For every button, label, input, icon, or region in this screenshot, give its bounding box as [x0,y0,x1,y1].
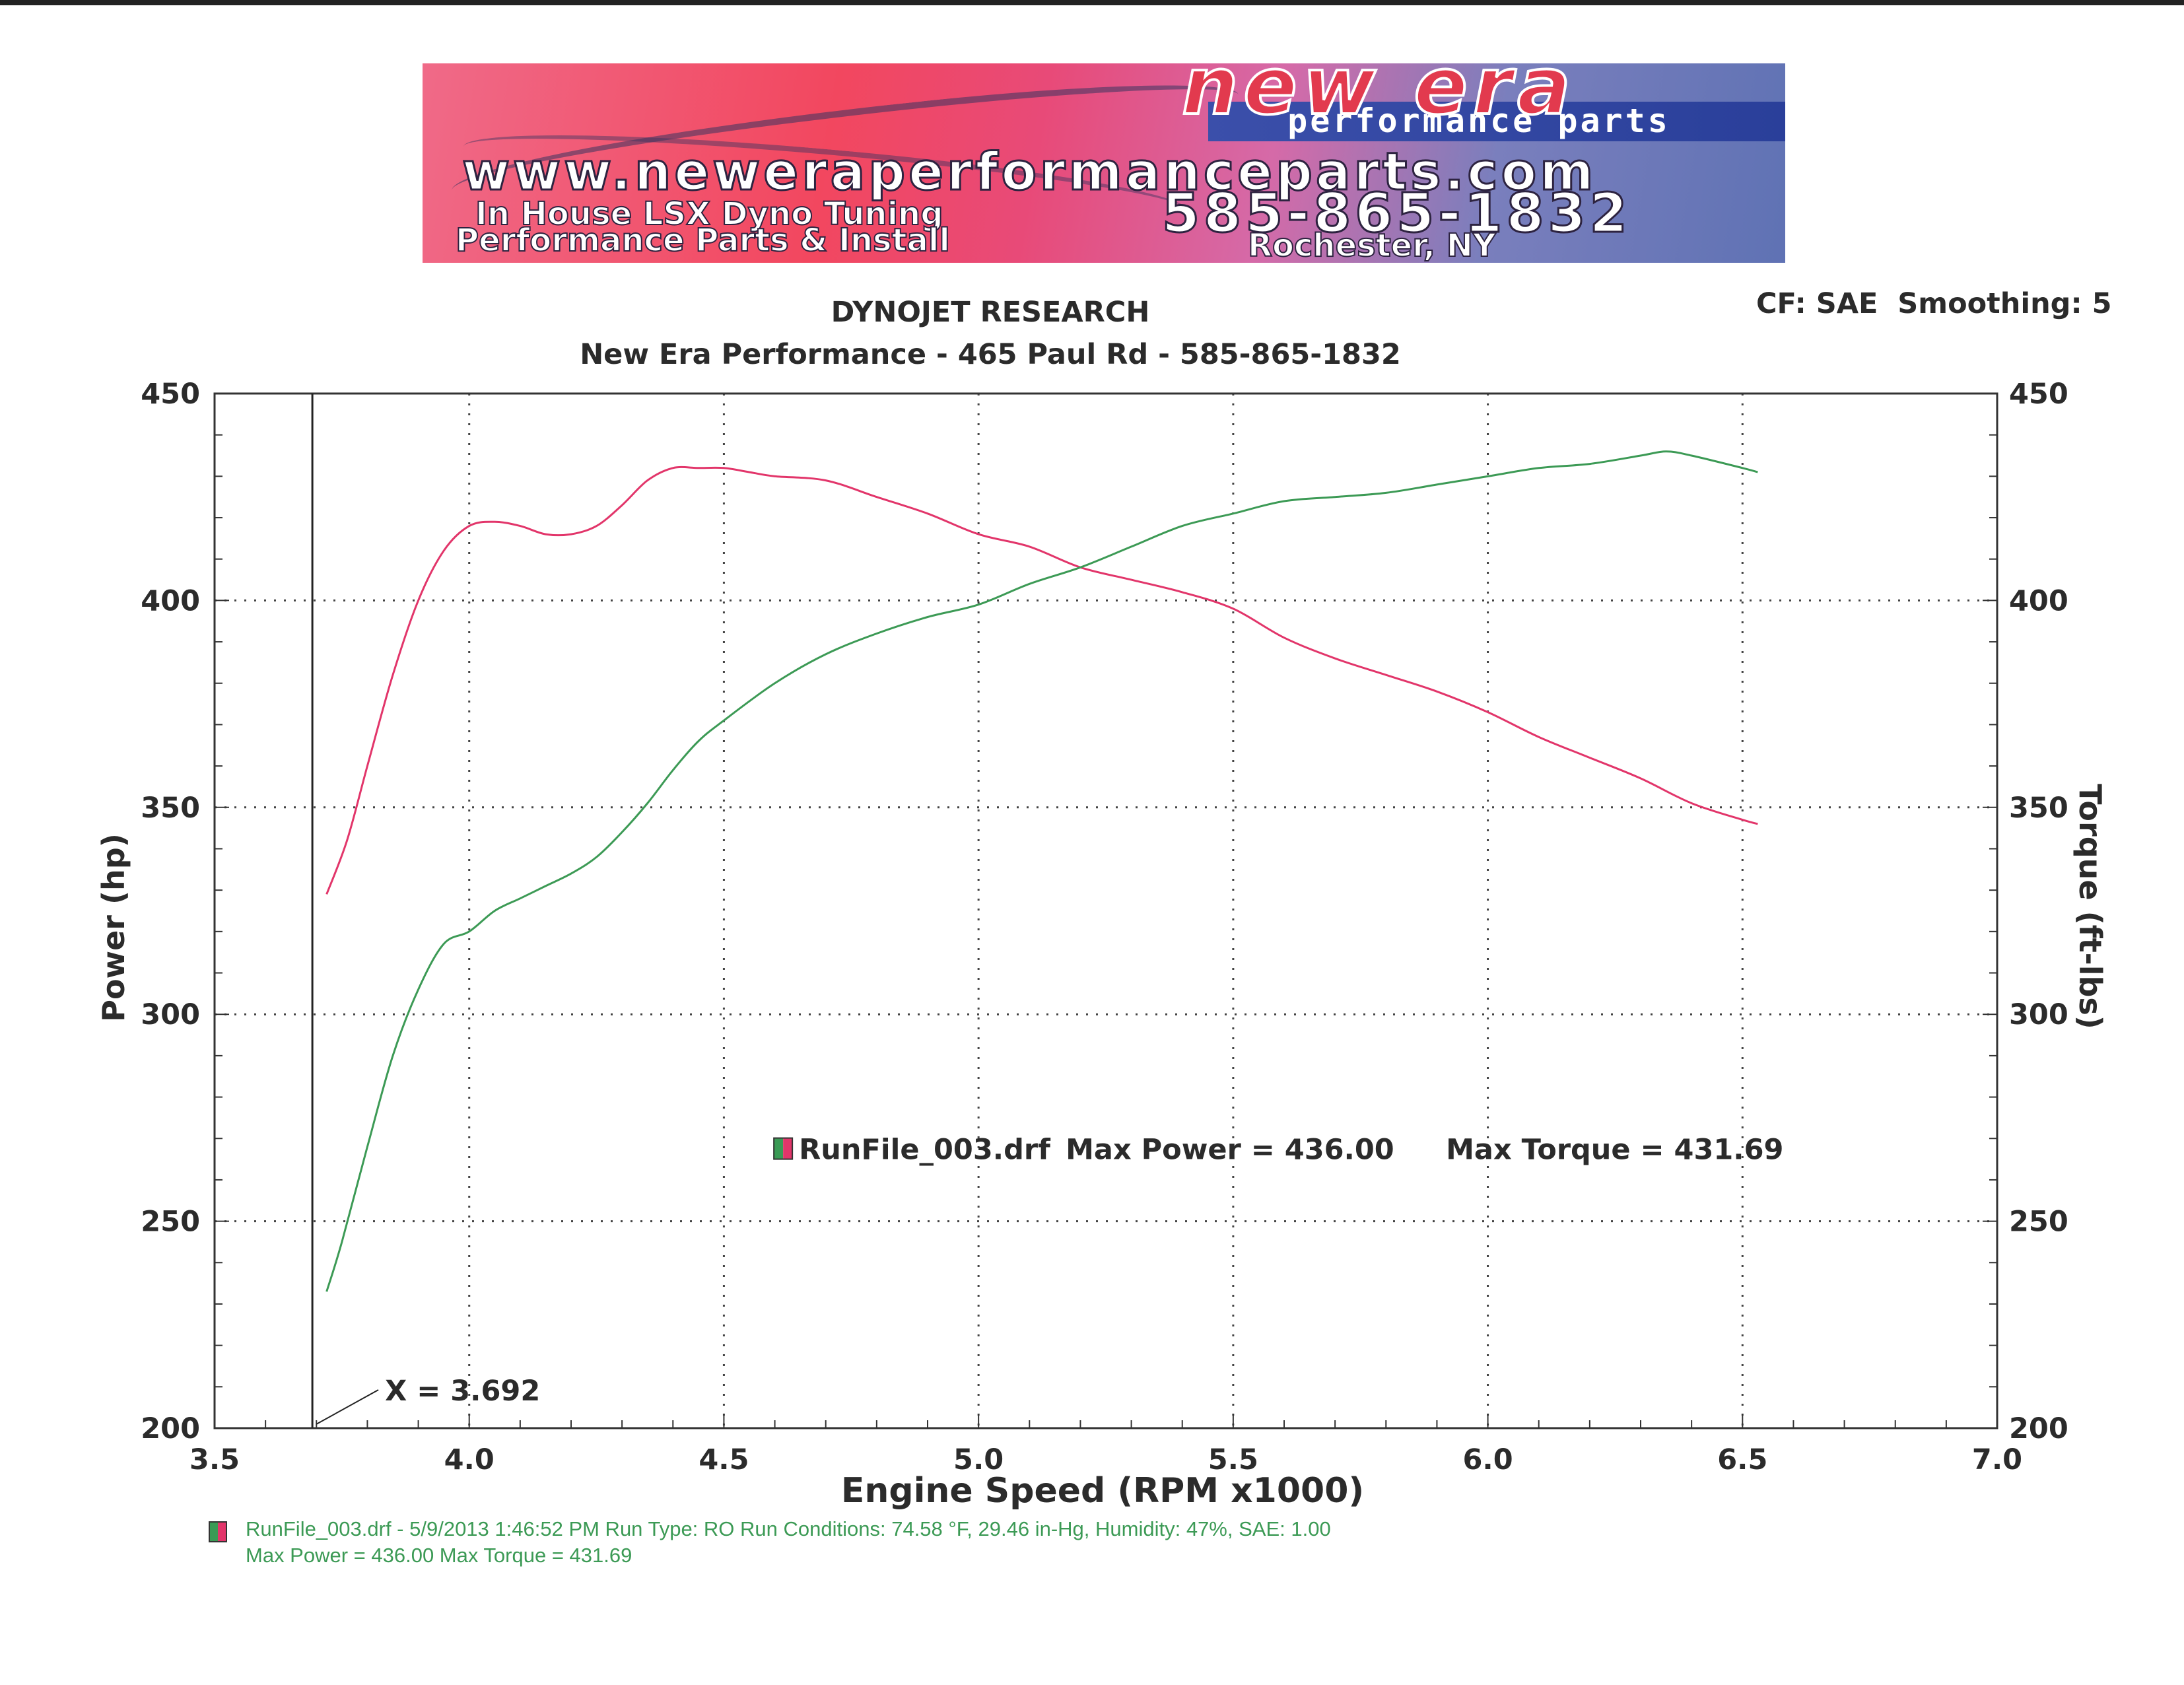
banner-phone: 585-865-1832 [1161,182,1631,246]
y-right-tick-label: 350 [2009,792,2068,825]
sponsor-banner: new era performance parts www.neweraperf… [423,63,1785,263]
banner-city: Rochester, NY [1247,226,1497,263]
minor-ticks [214,393,1998,1429]
run-swatch [209,1521,227,1542]
x-tick-label: 3.5 [189,1443,240,1476]
legend-swatch [774,1138,784,1159]
x-tick-label: 4.0 [444,1443,495,1476]
legend-swatch [783,1138,793,1159]
y-left-tick-label: 450 [141,378,200,411]
grid [215,394,1997,1428]
cursor-leader [316,1389,379,1425]
banner-stripe [1208,102,1785,141]
x-axis-label: Engine Speed (RPM x1000) [840,1471,1365,1511]
y-left-tick-label: 350 [141,792,200,825]
y-left-tick-label: 200 [141,1412,200,1445]
correction-factor: CF: SAE Smoothing: 5 [1756,287,2112,320]
y-right-tick-labels: 200 250 300 350 400 450 [2009,378,2068,1445]
legend-file: RunFile_003.drf [799,1134,1051,1167]
y-left-tick-labels: 200 250 300 350 400 450 [141,378,200,1445]
series-line-power [325,450,1758,1292]
legend-swatch-border [773,1137,794,1160]
cursor-label: X = 3.692 [385,1375,540,1408]
chart-title: DYNOJET RESEARCH [831,296,1150,329]
chart-legend: RunFile_003.drf Max Power = 436.00 Max T… [773,1134,1783,1167]
series-lines [325,450,1758,1292]
run-info-line: Max Power = 436.00 Max Torque = 431.69 [246,1544,632,1567]
chart-subtitle: New Era Performance - 465 Paul Rd - 585-… [580,338,1401,371]
series-line-torque [325,465,1758,895]
y-right-tick-label: 200 [2009,1412,2068,1445]
y-left-tick-label: 250 [141,1206,200,1239]
legend-max-power: Max Power = 436.00 [1066,1134,1394,1167]
x-tick-label: 6.5 [1717,1443,1767,1476]
y-left-tick-label: 400 [141,584,200,617]
banner-tagline: performance parts [1287,102,1670,140]
banner-service-line: In House LSX Dyno Tuning [475,195,944,233]
banner-url: www.neweraperformanceparts.com [461,142,1597,203]
banner-logo: new era [1180,63,1576,134]
y-right-tick-label: 400 [2009,584,2068,617]
x-tick-label: 7.0 [1972,1443,2022,1476]
run-info-line: RunFile_003.drf - 5/9/2013 1:46:52 PM Ru… [246,1517,1331,1540]
cursor: X = 3.692 [311,394,540,1428]
legend-max-torque: Max Torque = 431.69 [1446,1134,1783,1167]
plot-frame [213,392,1998,1429]
y-axis-left-label: Power (hp) [96,833,131,1022]
y-right-tick-label: 250 [2009,1206,2068,1239]
top-border [0,0,2184,5]
y-axis-right-label: Torque (ft-lbs) [2072,784,2108,1029]
y-right-tick-label: 450 [2009,378,2068,411]
banner-service-line: Performance Parts & Install [455,221,951,259]
y-left-tick-label: 300 [141,998,200,1031]
y-right-tick-label: 300 [2009,998,2068,1031]
